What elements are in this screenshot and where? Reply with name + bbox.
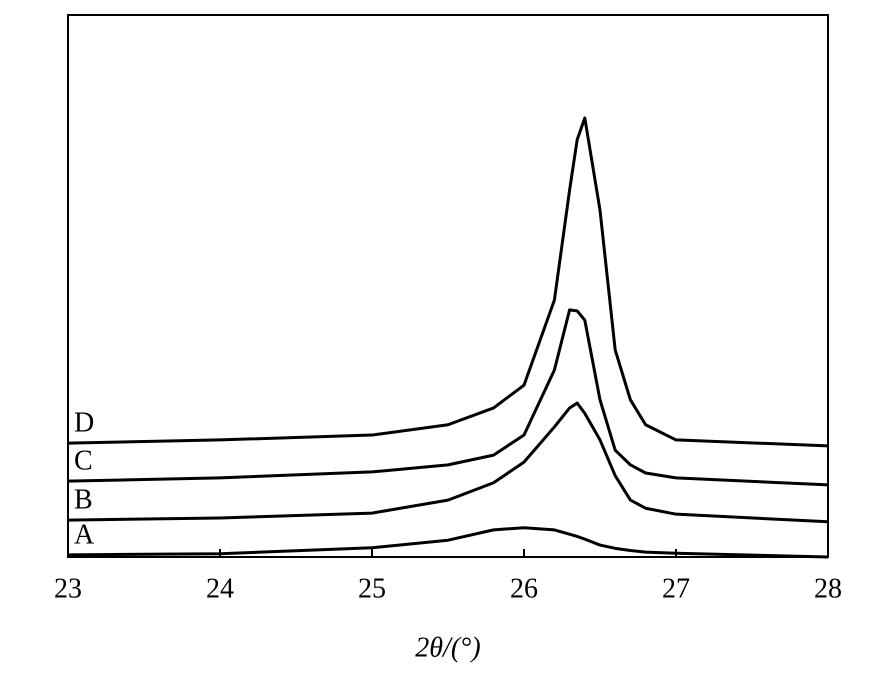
x-tick-label: 24 xyxy=(206,573,234,604)
x-tick-label: 25 xyxy=(358,573,386,604)
line-series xyxy=(67,116,829,448)
x-tick-label: 27 xyxy=(662,573,690,604)
x-axis-label: 2θ/(°) xyxy=(415,632,480,663)
series-label: B xyxy=(74,485,93,516)
series-label: C xyxy=(74,446,93,477)
x-tick-label: 23 xyxy=(54,573,82,604)
plot-frame xyxy=(67,14,829,558)
series-label: A xyxy=(74,519,95,550)
line-series xyxy=(67,308,829,487)
x-tick-label: 26 xyxy=(510,573,538,604)
x-tick-label: 28 xyxy=(814,573,842,604)
line-series xyxy=(67,526,829,559)
series-label: D xyxy=(74,408,94,439)
line-series xyxy=(67,401,829,524)
